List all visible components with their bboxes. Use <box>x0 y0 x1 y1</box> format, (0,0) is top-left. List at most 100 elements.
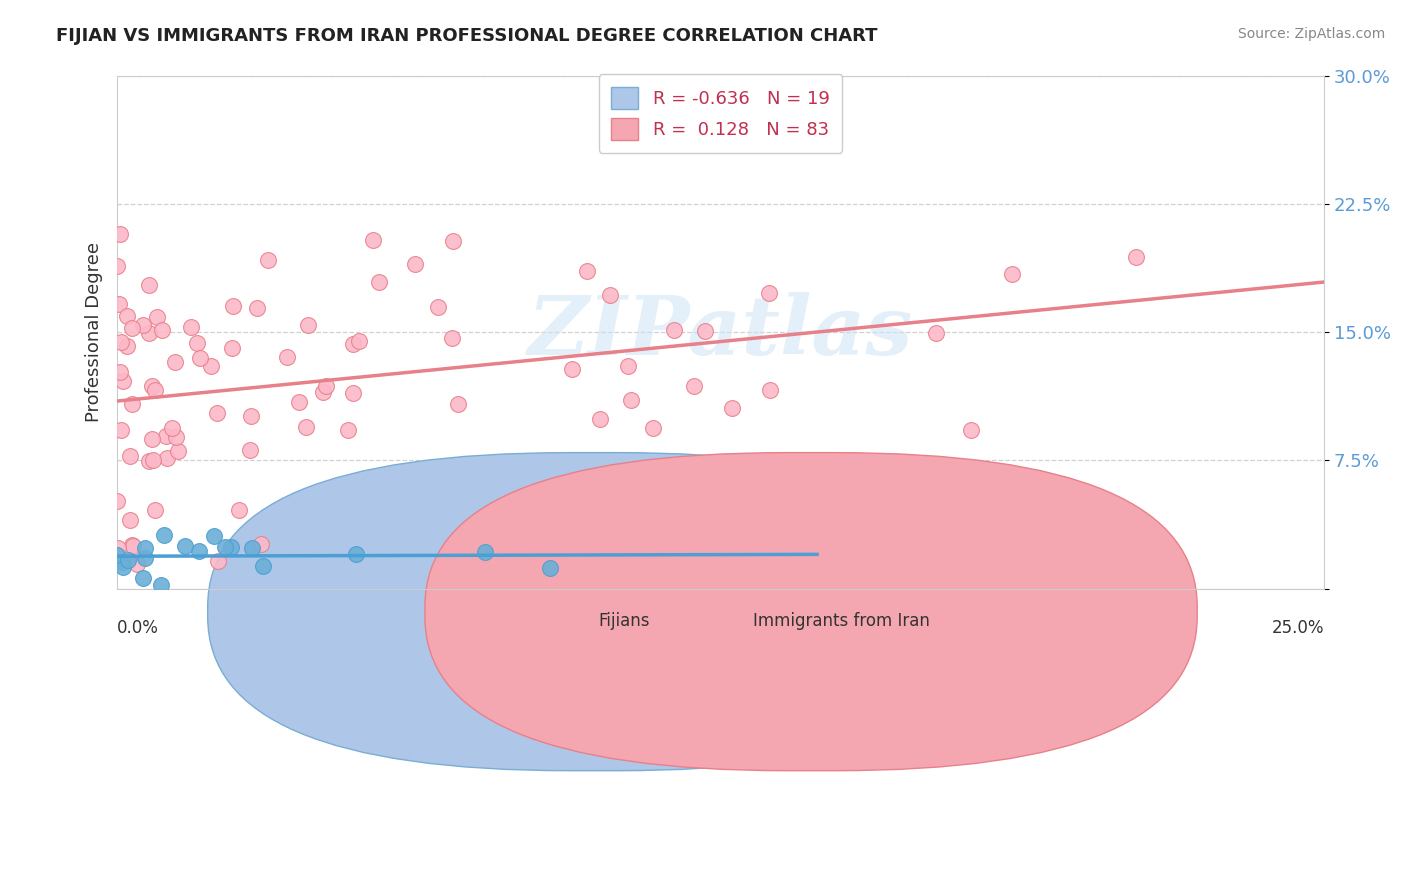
Legend: R = -0.636   N = 19, R =  0.128   N = 83: R = -0.636 N = 19, R = 0.128 N = 83 <box>599 74 842 153</box>
Point <box>589 412 612 426</box>
Point <box>115 339 138 353</box>
Point <box>108 297 131 311</box>
Point <box>367 275 389 289</box>
Point <box>474 544 496 558</box>
Point <box>132 318 155 332</box>
Point <box>150 578 173 592</box>
Point <box>134 541 156 555</box>
Text: Immigrants from Iran: Immigrants from Iran <box>752 612 929 630</box>
Point <box>143 503 166 517</box>
Point <box>641 421 664 435</box>
FancyBboxPatch shape <box>425 452 1197 771</box>
Point <box>108 227 131 241</box>
Point <box>187 543 209 558</box>
Point <box>342 337 364 351</box>
Point <box>349 334 371 348</box>
Point <box>120 450 142 464</box>
Point <box>693 324 716 338</box>
Point <box>110 334 132 349</box>
Point <box>165 430 187 444</box>
Point <box>252 559 274 574</box>
Point <box>180 320 202 334</box>
Point <box>721 401 744 416</box>
Point <box>118 513 141 527</box>
Point <box>1125 250 1147 264</box>
Point <box>105 494 128 508</box>
Point <box>107 541 129 556</box>
Point <box>105 549 128 563</box>
Point <box>167 444 190 458</box>
Text: 0.0%: 0.0% <box>117 619 159 638</box>
Y-axis label: Professional Degree: Professional Degree <box>86 242 103 422</box>
Point <box>155 429 177 443</box>
Point <box>228 503 250 517</box>
Point <box>221 540 243 554</box>
Point <box>1001 267 1024 281</box>
Point <box>246 301 269 315</box>
Point <box>110 555 132 569</box>
Point <box>143 383 166 397</box>
Point <box>250 537 273 551</box>
Point <box>186 335 208 350</box>
Point <box>174 539 197 553</box>
Point <box>441 234 464 248</box>
Point <box>121 321 143 335</box>
Point <box>297 318 319 333</box>
Text: FIJIAN VS IMMIGRANTS FROM IRAN PROFESSIONAL DEGREE CORRELATION CHART: FIJIAN VS IMMIGRANTS FROM IRAN PROFESSIO… <box>56 27 877 45</box>
Point <box>346 547 368 561</box>
Point <box>361 233 384 247</box>
Point <box>115 309 138 323</box>
Point <box>121 396 143 410</box>
Point <box>221 341 243 355</box>
Point <box>276 350 298 364</box>
Point <box>131 571 153 585</box>
Point <box>141 379 163 393</box>
Point <box>561 362 583 376</box>
Point <box>440 330 463 344</box>
Point <box>138 278 160 293</box>
Point <box>110 423 132 437</box>
Point <box>960 423 983 437</box>
Point <box>662 323 685 337</box>
Point <box>160 420 183 434</box>
Point <box>138 454 160 468</box>
Point <box>342 385 364 400</box>
Point <box>134 551 156 566</box>
Point <box>925 326 948 340</box>
Point <box>121 539 143 553</box>
Point <box>599 288 621 302</box>
Point <box>111 560 134 574</box>
Point <box>758 286 780 301</box>
Point <box>117 553 139 567</box>
Point <box>127 557 149 571</box>
Point <box>617 359 640 373</box>
Text: Fijians: Fijians <box>599 612 650 630</box>
Point <box>202 529 225 543</box>
FancyBboxPatch shape <box>208 452 980 771</box>
Point <box>190 351 212 365</box>
Point <box>141 432 163 446</box>
Point <box>142 452 165 467</box>
Point <box>427 300 450 314</box>
Point <box>207 406 229 420</box>
Point <box>256 252 278 267</box>
Point <box>240 409 263 423</box>
Point <box>620 392 643 407</box>
Text: Source: ZipAtlas.com: Source: ZipAtlas.com <box>1237 27 1385 41</box>
Point <box>575 264 598 278</box>
Point <box>207 554 229 568</box>
Point <box>222 300 245 314</box>
Point <box>538 560 561 574</box>
Point <box>111 374 134 388</box>
Point <box>156 451 179 466</box>
Point <box>336 423 359 437</box>
Point <box>311 385 333 400</box>
Point <box>214 540 236 554</box>
Point <box>110 365 132 379</box>
Point <box>146 310 169 324</box>
Text: 25.0%: 25.0% <box>1271 619 1324 638</box>
Point <box>165 354 187 368</box>
Point <box>295 419 318 434</box>
Point <box>153 528 176 542</box>
Point <box>150 323 173 337</box>
